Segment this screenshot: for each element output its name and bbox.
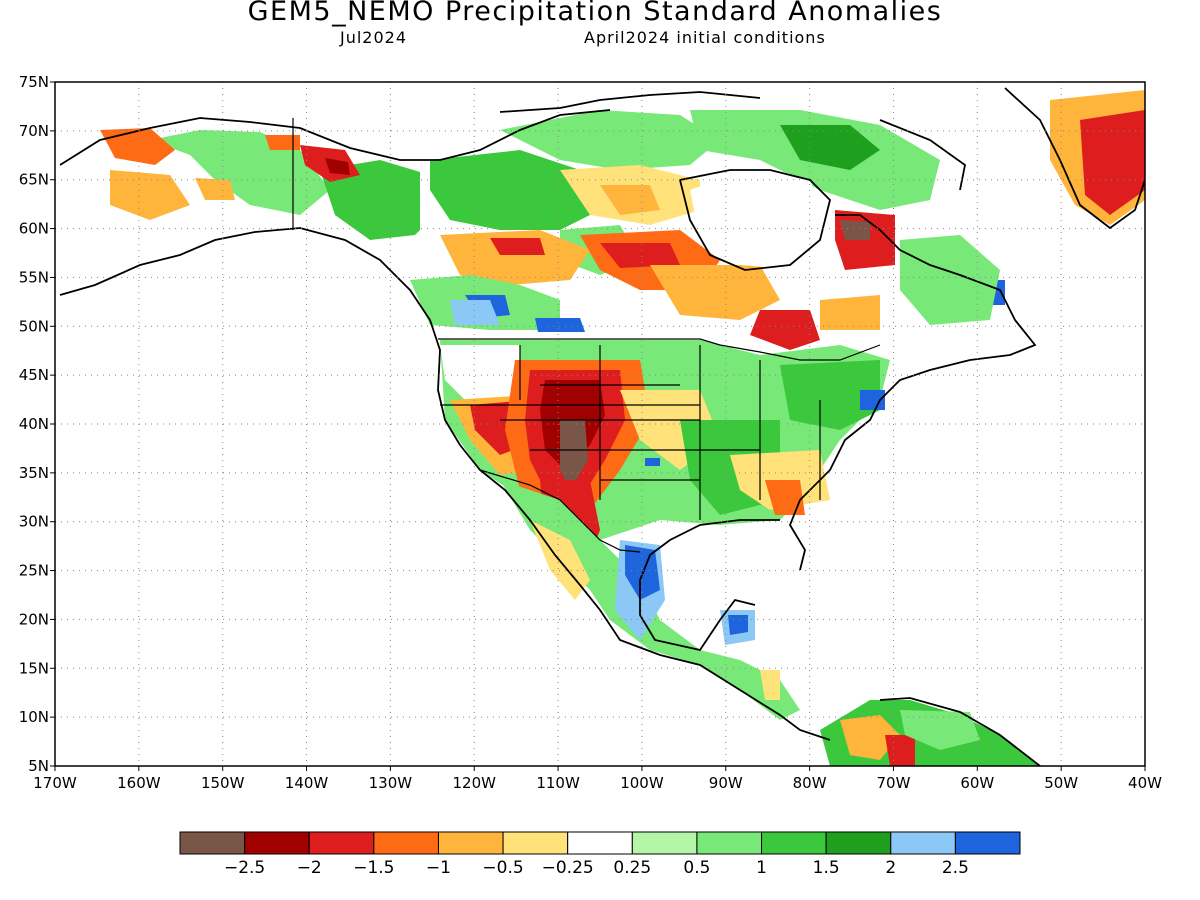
map-title: GEM5_NEMO Precipitation Standard Anomali… — [247, 0, 943, 27]
ontario-red — [750, 310, 820, 350]
lat-label: 45N — [19, 366, 49, 384]
graticule — [55, 82, 1145, 766]
forecast-month: Jul2024 — [340, 28, 408, 47]
labrador-green — [900, 235, 1000, 325]
lon-label: 40W — [1128, 774, 1162, 792]
colorbar-swatch — [631, 831, 698, 855]
lat-label: 40N — [19, 415, 49, 433]
lat-label: 5N — [28, 757, 49, 775]
ontario-orange — [650, 265, 780, 320]
colorbar-swatch — [567, 831, 633, 855]
colombia-red — [885, 735, 915, 766]
prairie-red — [490, 238, 545, 255]
colorbar-label: 1 — [756, 858, 767, 878]
lon-label: 150W — [201, 774, 245, 792]
hudson-bay — [690, 165, 830, 270]
venezuela-green — [900, 710, 980, 750]
colorbar-label: 0.5 — [683, 858, 710, 878]
colorbar-label: −2 — [297, 858, 322, 878]
colorado-brown — [560, 420, 588, 490]
prairie-orange — [440, 230, 590, 285]
nunavut-orange — [600, 185, 660, 215]
lat-label: 30N — [19, 513, 49, 531]
northeast-green — [780, 360, 880, 430]
colorbar-label: −0.5 — [482, 858, 523, 878]
colorbar-label: 2 — [885, 858, 896, 878]
lon-label: 110W — [536, 774, 580, 792]
colorbar-swatch — [696, 831, 763, 855]
georgia-orange — [765, 480, 805, 515]
greenland-red — [1080, 110, 1145, 215]
lat-label: 55N — [19, 268, 49, 286]
alaska-sw-yellow — [110, 170, 190, 220]
lat-label: 70N — [19, 122, 49, 140]
sask-blue — [535, 318, 585, 332]
colorbar-swatch — [502, 831, 569, 855]
alaska-north-green — [150, 130, 330, 215]
nwt-green — [430, 150, 600, 230]
bc-lightblue — [450, 300, 500, 325]
lat-label: 20N — [19, 610, 49, 628]
lon-label: 120W — [452, 774, 496, 792]
initial-conditions: April2024 initial conditions — [584, 28, 826, 47]
arctic-dark-green — [780, 125, 880, 170]
lon-label: 140W — [285, 774, 329, 792]
colombia-orange — [840, 715, 900, 760]
kansas-blue — [645, 458, 660, 466]
lon-label: 170W — [33, 774, 77, 792]
nwt-light-green — [500, 110, 720, 170]
yucatan-blue — [728, 615, 748, 635]
colorbar-swatch — [761, 831, 827, 855]
anomaly-field — [58, 82, 1145, 766]
colorbar-swatch — [825, 831, 892, 855]
latitude-labels: 75N 70N 65N 60N 55N 50N 45N 40N 35N 30N 25N 20N 15N 1… — [19, 73, 49, 775]
colorbar-swatch — [437, 831, 504, 855]
lat-label: 50N — [19, 317, 49, 335]
lat-label: 10N — [19, 708, 49, 726]
manitoba-red — [600, 243, 680, 268]
borders — [292, 118, 881, 553]
colorbar-swatch — [373, 831, 439, 855]
lon-label: 60W — [960, 774, 994, 792]
colorbar-swatch — [954, 831, 1021, 855]
lat-label: 15N — [19, 659, 49, 677]
colorbar-label: 1.5 — [813, 858, 840, 878]
colorbar-swatch — [308, 831, 375, 855]
colorbar-label: −0.25 — [542, 858, 594, 878]
colorbar-swatch — [890, 831, 956, 855]
lon-label: 70W — [877, 774, 911, 792]
lat-label: 25N — [19, 562, 49, 580]
colorbar-label: −1 — [426, 858, 451, 878]
colorbar-label: 0.25 — [613, 858, 651, 878]
lat-label: 65N — [19, 171, 49, 189]
lon-label: 50W — [1044, 774, 1078, 792]
colorbar-swatch — [244, 831, 310, 855]
yukon-red-core — [325, 158, 350, 175]
lat-label: 60N — [19, 220, 49, 238]
colorbar-swatch — [179, 831, 246, 855]
quebec-dark — [840, 220, 870, 240]
usa-pacific-white — [440, 345, 520, 405]
lon-label: 160W — [117, 774, 161, 792]
quebec-orange — [820, 295, 880, 330]
newengland-blue — [860, 390, 885, 410]
alaska-mid-orange — [195, 178, 235, 200]
alaska-east-orange — [265, 135, 300, 150]
axis-ticks — [50, 81, 1146, 771]
lat-label: 35N — [19, 464, 49, 482]
colorbar-label: −1.5 — [353, 858, 394, 878]
colorbar-label: 2.5 — [942, 858, 969, 878]
lat-label: 75N — [19, 73, 49, 91]
longitude-labels: 170W 160W 150W 140W 130W 120W 110W 100W 90W 80W 70… — [33, 774, 1162, 792]
nicaragua-yellow — [760, 670, 780, 700]
alaska-west-orange — [100, 128, 175, 165]
colorbar-label: −2.5 — [224, 858, 265, 878]
lon-label: 80W — [793, 774, 827, 792]
lon-label: 90W — [709, 774, 743, 792]
lon-label: 100W — [620, 774, 664, 792]
colorbar: −2.5 −2 −1.5 −1 −0.5 −0.25 0.25 0.5 1 1.5 2 2.5 — [179, 831, 1021, 878]
lon-label: 130W — [369, 774, 413, 792]
